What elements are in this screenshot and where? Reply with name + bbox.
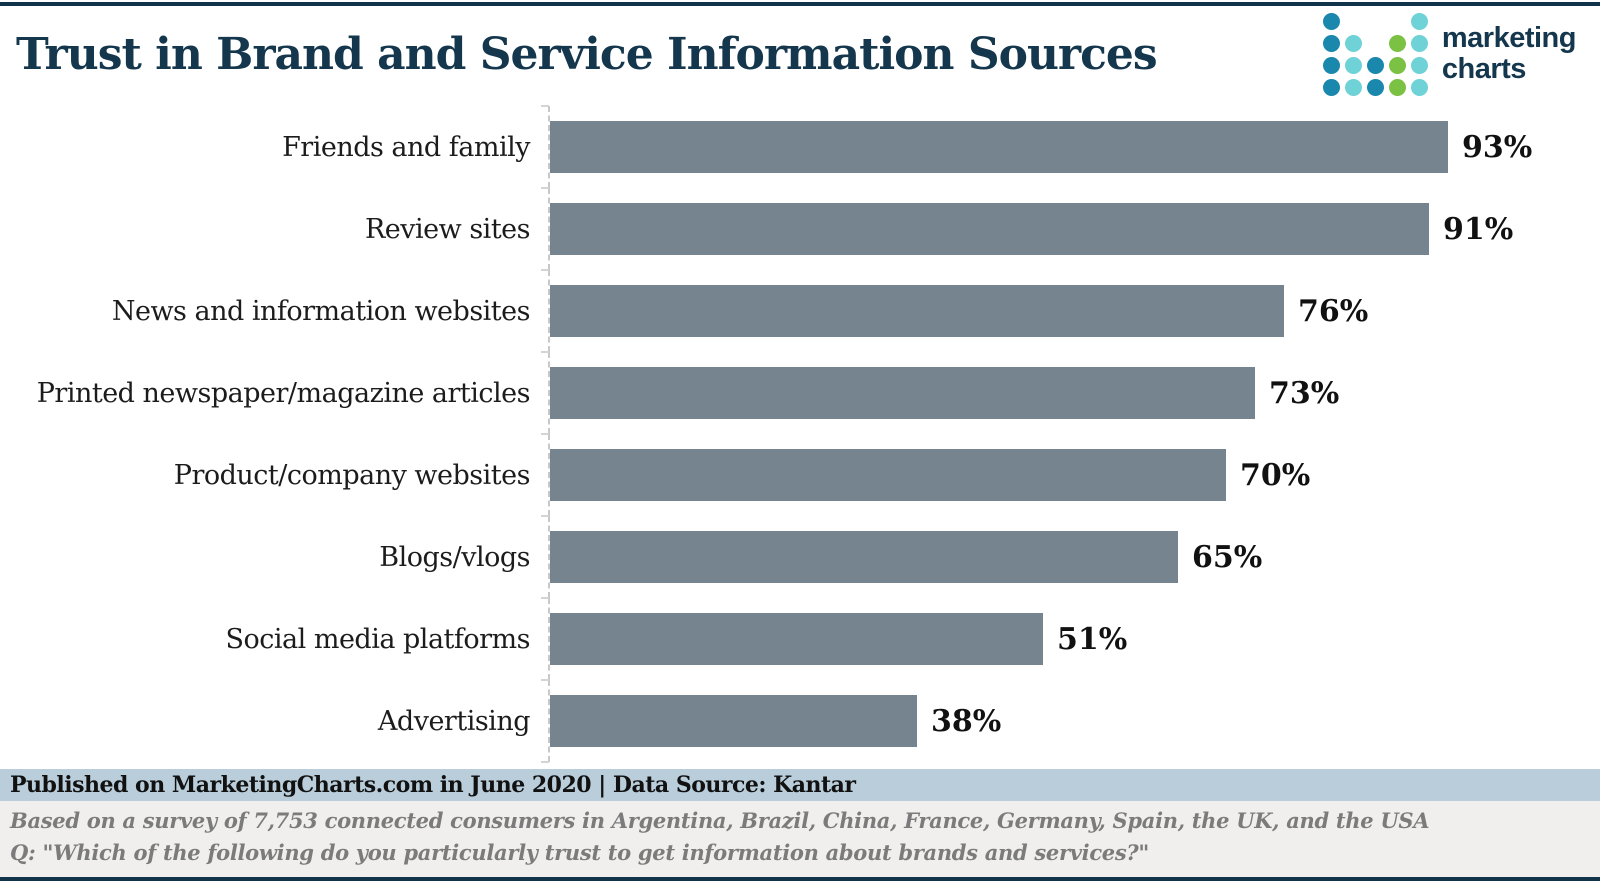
bar-track: 91%	[541, 187, 1600, 270]
chart-row: Friends and family 93%	[0, 105, 1600, 188]
value-label: 73%	[1269, 375, 1340, 411]
logo-dot-empty	[1389, 13, 1406, 30]
bar-track: 93%	[541, 105, 1600, 188]
value-label: 93%	[1462, 129, 1533, 165]
chart-row: Product/company websites 70%	[0, 433, 1600, 516]
bar-track: 51%	[541, 597, 1600, 680]
value-label: 70%	[1240, 457, 1311, 493]
bar-track: 65%	[541, 515, 1600, 598]
bar	[550, 613, 1043, 665]
logo-dot-cyan	[1410, 34, 1428, 52]
survey-note: Based on a survey of 7,753 connected con…	[10, 808, 1430, 833]
chart-row: Blogs/vlogs 65%	[0, 515, 1600, 598]
marketingcharts-logo: marketing charts	[1322, 12, 1577, 96]
logo-wordmark: marketing charts	[1441, 22, 1577, 85]
category-label: Social media platforms	[225, 623, 531, 655]
logo-dot-cyan	[1344, 34, 1362, 52]
note-band: Based on a survey of 7,753 connected con…	[0, 801, 1600, 877]
bar	[550, 695, 917, 747]
value-label: 76%	[1298, 293, 1369, 329]
bar-chart: Friends and family 93% Review sites 91% News…	[0, 105, 1600, 763]
published-band: Published on MarketingCharts.com in June…	[0, 769, 1600, 801]
survey-question: Q: "Which of the following do you partic…	[10, 840, 1150, 865]
bottom-divider	[0, 877, 1600, 881]
chart-row: Printed newspaper/magazine articles 73%	[0, 351, 1600, 434]
bar	[550, 285, 1284, 337]
top-divider	[0, 2, 1600, 6]
logo-dots-icon	[1322, 12, 1428, 96]
logo-dot-dark	[1366, 78, 1384, 96]
logo-dot-empty	[1367, 13, 1384, 30]
bar	[550, 367, 1255, 419]
bar	[550, 449, 1226, 501]
bar-track: 38%	[541, 679, 1600, 763]
bar	[550, 121, 1448, 173]
chart-row: Advertising 38%	[0, 679, 1600, 763]
logo-dot-cyan	[1410, 78, 1428, 96]
value-label: 91%	[1443, 211, 1514, 247]
category-label: Review sites	[364, 213, 531, 245]
logo-dot-cyan	[1344, 78, 1362, 96]
logo-dot-cyan	[1344, 56, 1362, 74]
logo-dot-cyan	[1410, 12, 1428, 30]
logo-word-marketing: marketing	[1441, 22, 1577, 54]
logo-word-charts: charts	[1441, 53, 1527, 85]
logo-dot-dark	[1322, 56, 1340, 74]
bar	[550, 531, 1178, 583]
category-label: Printed newspaper/magazine articles	[36, 377, 531, 409]
logo-dot-dark	[1322, 78, 1340, 96]
published-text: Published on MarketingCharts.com in June…	[10, 772, 856, 798]
logo-dot-empty	[1345, 13, 1362, 30]
page-title: Trust in Brand and Service Information S…	[16, 28, 1158, 80]
logo-dot-dark	[1322, 34, 1340, 52]
chart-row: News and information websites 76%	[0, 269, 1600, 352]
category-label: Product/company websites	[173, 459, 531, 491]
category-label: Blogs/vlogs	[379, 541, 530, 573]
logo-dot-empty	[1367, 35, 1384, 52]
value-label: 51%	[1057, 621, 1128, 657]
category-label: News and information websites	[111, 295, 531, 327]
logo-dot-green	[1388, 78, 1406, 96]
logo-dot-green	[1388, 34, 1406, 52]
header: Trust in Brand and Service Information S…	[0, 6, 1600, 102]
logo-dot-dark	[1366, 56, 1384, 74]
value-label: 65%	[1192, 539, 1263, 575]
value-label: 38%	[931, 703, 1002, 739]
bar-track: 73%	[541, 351, 1600, 434]
bar	[550, 203, 1429, 255]
category-label: Friends and family	[282, 131, 530, 163]
logo-dot-green	[1388, 56, 1406, 74]
chart-row: Social media platforms 51%	[0, 597, 1600, 680]
logo-dot-dark	[1322, 12, 1340, 30]
logo-dot-cyan	[1410, 56, 1428, 74]
bar-track: 76%	[541, 269, 1600, 352]
chart-row: Review sites 91%	[0, 187, 1600, 270]
footer: Published on MarketingCharts.com in June…	[0, 769, 1600, 890]
bar-track: 70%	[541, 433, 1600, 516]
category-label: Advertising	[377, 705, 531, 737]
